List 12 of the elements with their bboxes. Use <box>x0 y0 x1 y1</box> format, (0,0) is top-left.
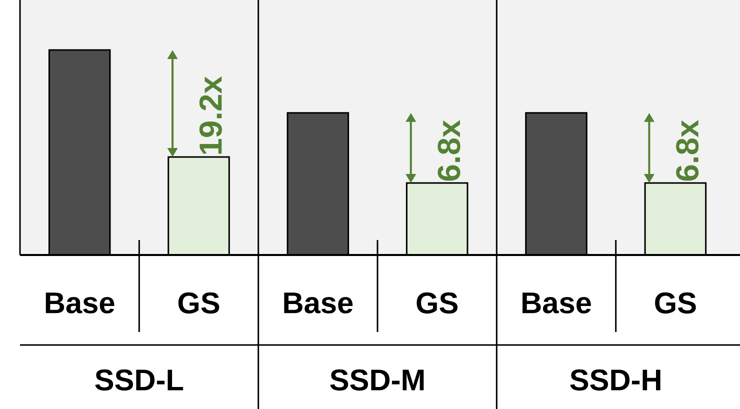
x-tick-label: GS <box>416 292 458 314</box>
x-tick-label: Base <box>46 292 114 314</box>
annotation: 6.8x <box>676 120 699 181</box>
text: SSD-H <box>570 369 660 391</box>
text: SSD-M <box>330 369 424 391</box>
annotation: 19.2x <box>199 76 222 154</box>
x-tick-label: GS <box>178 292 220 314</box>
x-tick-label: GS <box>655 292 696 314</box>
x-tick-label: Base <box>284 292 353 314</box>
x-tick-label: Base <box>522 292 591 314</box>
annotation: 6.8x <box>438 120 460 181</box>
text: SSD-L <box>95 369 184 391</box>
